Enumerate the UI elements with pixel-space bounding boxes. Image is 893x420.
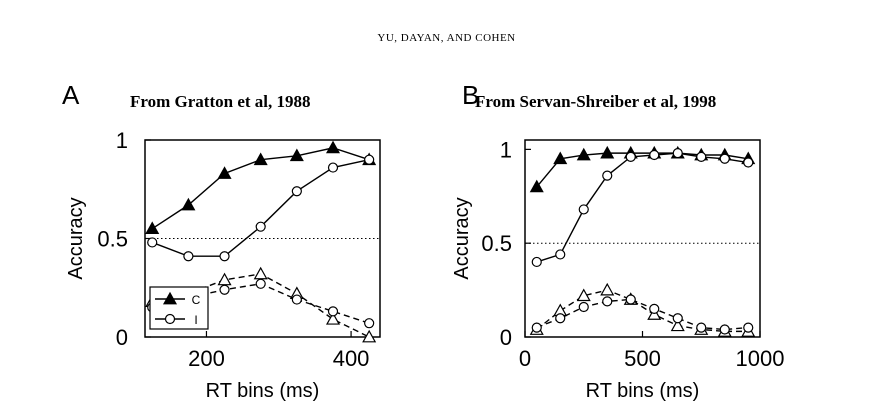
panel-b-ytick-label: 1 (500, 137, 512, 162)
panel-b-series-i-point (531, 256, 542, 268)
panel-b-series-i-point (602, 296, 613, 307)
panel-a-ylabel: Accuracy (65, 197, 87, 279)
panel-b-series-i-point (625, 151, 636, 162)
panel-a-series-i-point (255, 278, 266, 289)
panel-b-series-i-point (649, 303, 660, 314)
panel-b-letter: B (462, 80, 480, 110)
panel-b-series-i-point (696, 322, 707, 333)
panel-a-xtick-label: 400 (333, 346, 370, 371)
panel-a-series-c-point (145, 221, 160, 235)
panel-b-xtick-label: 500 (624, 346, 661, 371)
panel-b-ylabel: Accuracy (451, 197, 473, 279)
panel-a-series-i-point (147, 237, 158, 248)
panel-b-series-i-point (719, 324, 730, 335)
panel-b-series-c-point (670, 318, 685, 332)
panel-a-legend-label: I (194, 313, 197, 327)
panel-a-series-c-point (362, 329, 377, 343)
panel-b-ytick-label: 0 (500, 325, 512, 350)
panel-a-letter: A (62, 80, 80, 110)
panel-a-legend-marker (162, 291, 178, 305)
panel-a-series-i-point (291, 294, 302, 305)
panel-b-series-c-point (576, 147, 591, 161)
panel-a-ytick-label: 0.5 (97, 227, 128, 252)
panel-a-xtick-label: 200 (188, 346, 225, 371)
panel-a-xlabel: RT bins (ms) (206, 380, 320, 402)
panel-b-series-i-point (578, 204, 589, 215)
panel-b-series-c-solid-line (536, 152, 749, 188)
panel-a-series-c-point (253, 266, 268, 280)
panel-a-series-c-point (181, 197, 196, 211)
panel-b-series-i-point (696, 151, 707, 162)
panel-a-series-c-point (217, 272, 232, 286)
panel-b-series-i-point (555, 249, 566, 260)
panel-a-series-i-point (327, 306, 339, 317)
panel-b-series-i-point (719, 153, 730, 164)
panel-a-ytick-label: 1 (116, 128, 128, 153)
panel-b-series-i-point (531, 322, 542, 333)
panel-a-series-i-point (219, 251, 230, 262)
panel-a-series-c-point (253, 152, 268, 166)
panel-b-series-i-point (602, 170, 613, 181)
panel-b-series-i-point (672, 313, 683, 324)
panel-a-legend-label: C (192, 293, 201, 307)
panel-b-title: From Servan-Shreiber et al, 1998 (475, 92, 717, 111)
panel-b-series-c-point (529, 179, 544, 193)
panel-a-ytick-label: 0 (116, 325, 128, 350)
panel-b-series-i-point (743, 322, 754, 333)
panel-a-series-c-point (289, 148, 304, 162)
panel-b-xtick-label: 0 (519, 346, 531, 371)
panel-a-series-c-point (217, 166, 232, 179)
panel-b-series-i-point (672, 148, 683, 159)
panel-a-series-i-point (364, 154, 375, 165)
panel-a-series-i-point (255, 221, 266, 232)
panel-b-ytick-label: 0.5 (481, 231, 512, 256)
panel-a-legend-marker (164, 313, 176, 325)
panel-b-series-c-point (600, 282, 615, 296)
panel-b-series-c-point (600, 145, 615, 159)
panel-b-series-c-point (553, 151, 568, 165)
panel-b-series-i-solid-line (536, 152, 749, 263)
panel-a-series-c-point (325, 140, 341, 154)
panel-b-series-i-dashed-line (536, 298, 749, 331)
panel-b-series-i-point (555, 313, 566, 324)
panel-a-series-i-point (291, 186, 302, 197)
panel-b-series-i-point (578, 301, 589, 313)
panel-a-legend-box (149, 286, 209, 330)
panel-b-series-c-point (576, 288, 591, 302)
panel-b-series-i-point (649, 149, 660, 161)
panel-a-series-i-point (364, 318, 375, 329)
panel-a-title: From Gratton et al, 1988 (130, 92, 311, 111)
panel-a-series-i-point (219, 284, 230, 295)
panel-b-series-i-point (625, 294, 636, 305)
panel-b-xlabel: RT bins (ms) (586, 380, 700, 402)
panel-b-series-c-dashed-line (536, 289, 749, 333)
panel-b-series-i-point (743, 157, 754, 168)
running-header: YU, DAYAN, AND COHEN (377, 32, 516, 44)
panel-a-series-i-point (183, 251, 194, 262)
panel-b-xtick-label: 1000 (736, 346, 785, 371)
panel-a-series-c-point (325, 312, 341, 325)
panel-a-series-i-point (327, 162, 339, 173)
